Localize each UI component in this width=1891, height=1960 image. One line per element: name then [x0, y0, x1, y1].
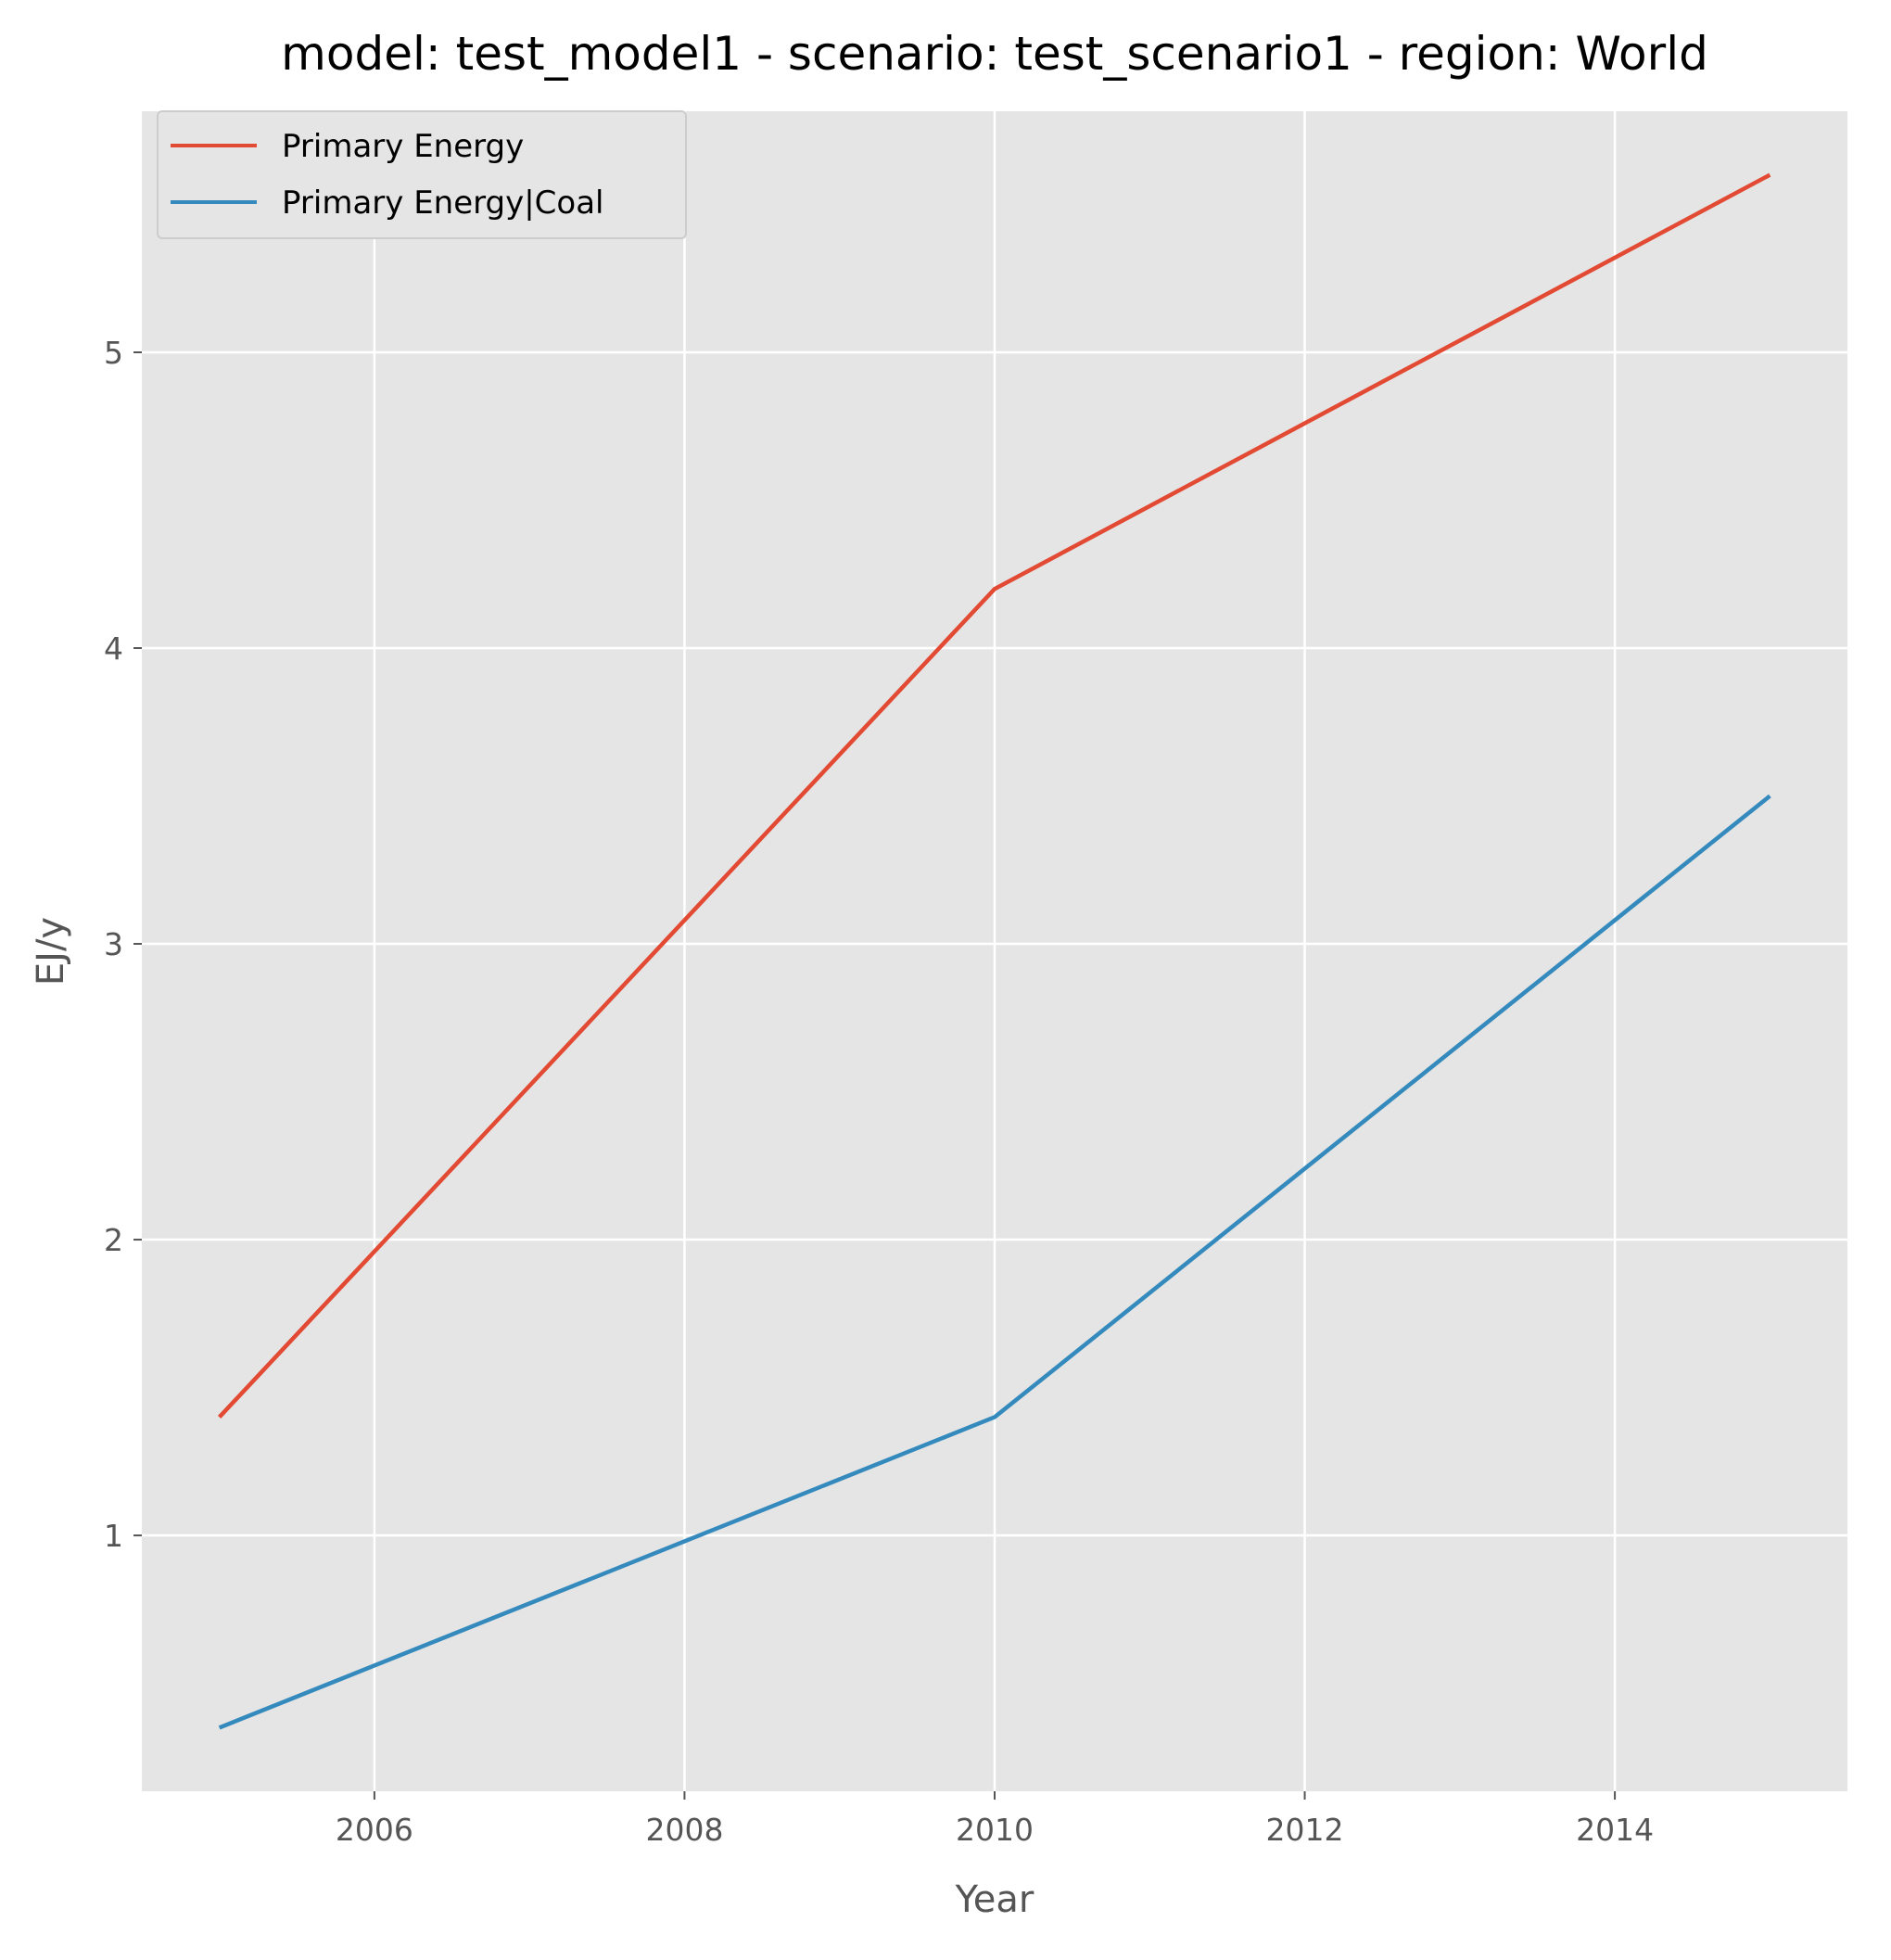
legend: Primary Energy Primary Energy|Coal — [157, 110, 687, 239]
x-tick-label: 2010 — [956, 1812, 1034, 1848]
x-axis-label: Year — [955, 1878, 1034, 1921]
chart-title: model: test_model1 - scenario: test_scen… — [281, 27, 1708, 81]
x-tick-label: 2006 — [336, 1812, 413, 1848]
legend-label-primary-energy: Primary Energy — [282, 128, 524, 165]
legend-label-primary-energy-coal: Primary Energy|Coal — [282, 185, 604, 222]
x-tick-label: 2014 — [1576, 1812, 1654, 1848]
y-tick-label: 4 — [104, 630, 123, 667]
x-tick-label: 2008 — [645, 1812, 723, 1848]
x-tick-label: 2012 — [1266, 1812, 1344, 1848]
y-axis-label: EJ/y — [30, 917, 72, 986]
y-tick-label: 1 — [104, 1518, 123, 1554]
y-tick-label: 3 — [104, 926, 123, 962]
series-line-primary-energy-coal — [218, 794, 1771, 1730]
legend-frame — [157, 110, 687, 239]
series — [217, 172, 1771, 1730]
ticks: 2006 2008 2010 2012 2014 1 2 3 4 5 — [104, 335, 1654, 1848]
y-tick-label: 2 — [104, 1222, 123, 1258]
series-line-primary-energy — [217, 172, 1771, 1419]
y-tick-label: 5 — [104, 335, 123, 371]
grid — [142, 111, 1847, 1791]
